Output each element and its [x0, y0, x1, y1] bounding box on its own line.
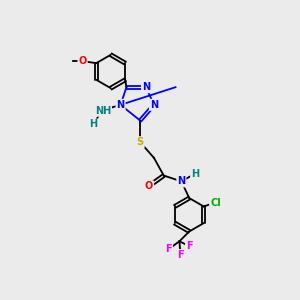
- Text: F: F: [177, 250, 184, 260]
- Text: N: N: [177, 176, 185, 186]
- Text: N: N: [142, 82, 150, 92]
- Text: Cl: Cl: [210, 197, 221, 208]
- Text: N: N: [116, 100, 124, 110]
- Text: H: H: [89, 119, 97, 130]
- Text: S: S: [136, 137, 144, 147]
- Text: O: O: [78, 56, 87, 66]
- Text: F: F: [165, 244, 172, 254]
- Text: N: N: [150, 100, 158, 110]
- Text: NH: NH: [95, 106, 111, 116]
- Text: O: O: [145, 181, 153, 191]
- Text: F: F: [186, 241, 193, 251]
- Text: H: H: [191, 169, 199, 178]
